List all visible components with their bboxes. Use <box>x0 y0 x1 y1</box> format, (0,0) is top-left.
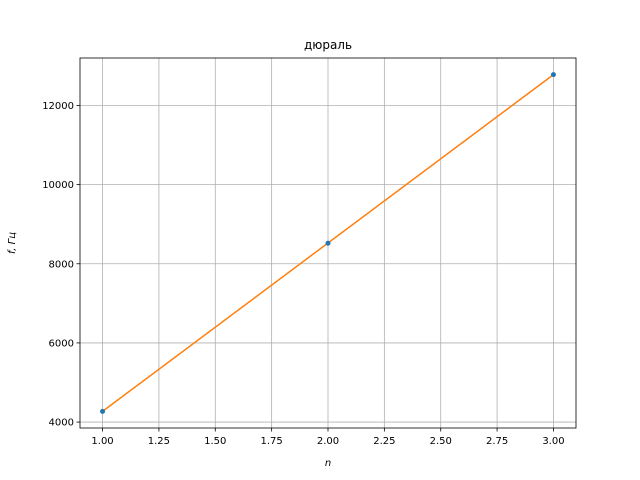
y-tick-label: 6000 <box>49 338 74 349</box>
x-tick-label: 2.75 <box>486 436 508 447</box>
data-point <box>100 408 106 414</box>
data-point <box>325 240 331 246</box>
series-layer <box>100 72 556 414</box>
x-ticks: 1.00 1.25 1.50 1.75 2.00 2.25 2.50 2.75 3.00 <box>91 428 565 447</box>
chart-title: дюраль <box>304 38 352 52</box>
x-tick-label: 1.50 <box>204 436 226 447</box>
data-point <box>550 72 556 78</box>
x-tick-label: 2.50 <box>430 436 452 447</box>
x-axis-label: n <box>325 458 331 469</box>
y-axis-label: f, Гц <box>7 232 18 254</box>
y-tick-label: 8000 <box>49 259 74 270</box>
x-tick-label: 2.00 <box>317 436 339 447</box>
x-tick-label: 3.00 <box>542 436 564 447</box>
y-tick-label: 12000 <box>42 101 74 112</box>
x-tick-label: 1.00 <box>91 436 113 447</box>
x-tick-label: 1.25 <box>148 436 170 447</box>
y-tick-label: 10000 <box>42 180 74 191</box>
y-tick-label: 4000 <box>49 418 74 429</box>
x-tick-label: 2.25 <box>373 436 395 447</box>
y-ticks: 4000 6000 8000 10000 12000 <box>42 101 80 429</box>
x-tick-label: 1.75 <box>261 436 283 447</box>
